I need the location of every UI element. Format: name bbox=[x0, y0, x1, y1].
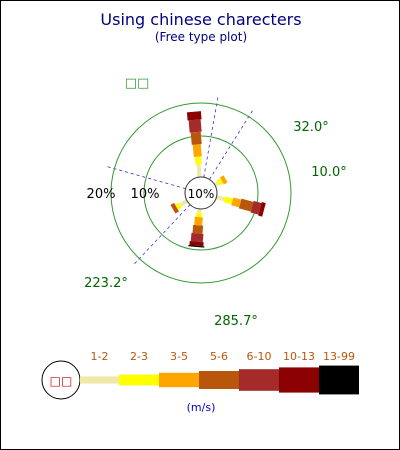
direction-spoke-1 bbox=[203, 94, 219, 178]
direction-spoke-3 bbox=[104, 165, 186, 190]
arm-3-bin-3 bbox=[192, 224, 204, 234]
center-label: 10% bbox=[188, 187, 215, 201]
arm-4-bin-3 bbox=[170, 202, 179, 214]
arm-1-bin-4 bbox=[188, 119, 202, 133]
arm-1-bin-1 bbox=[194, 156, 202, 166]
arm-0-bin-2 bbox=[231, 197, 242, 208]
direction-label-10: 10.0° bbox=[311, 165, 346, 180]
legend-swatch-1 bbox=[119, 374, 159, 386]
legend-label-6: 13-99 bbox=[323, 350, 355, 363]
legend-swatch-0 bbox=[80, 376, 119, 384]
arm-0-bin-1 bbox=[223, 196, 234, 205]
legend-swatch-5 bbox=[279, 367, 319, 393]
arm-1-bin-5 bbox=[186, 111, 202, 121]
direction-spokes bbox=[104, 94, 255, 267]
arm-3-bin-2 bbox=[194, 216, 203, 226]
arm-0-bin-5 bbox=[258, 202, 266, 217]
arm-0-bin-3 bbox=[238, 198, 254, 212]
center-circle bbox=[184, 176, 218, 210]
arm-1-bin-2 bbox=[192, 144, 202, 157]
legend-swatch-3 bbox=[199, 371, 239, 389]
windrose-arms bbox=[170, 111, 266, 248]
direction-spoke-0 bbox=[209, 107, 255, 180]
direction-label-285: 285.7° bbox=[214, 314, 258, 329]
chart-title: Using chinese charecters bbox=[100, 10, 301, 29]
arm-4-bin-1 bbox=[174, 202, 182, 210]
legend-label-2: 3-5 bbox=[170, 350, 188, 363]
arm-0-bin-4 bbox=[250, 200, 262, 215]
calm-mark: □□ bbox=[50, 374, 73, 388]
legend-swatch-4 bbox=[239, 369, 279, 391]
legend-label-1: 2-3 bbox=[130, 350, 148, 363]
legend-label-3: 5-6 bbox=[210, 350, 228, 363]
direction-label-223: 223.2° bbox=[84, 276, 128, 291]
legend-label-0: 1-2 bbox=[91, 350, 109, 363]
arm-4-bin-0 bbox=[179, 199, 189, 207]
speed-legend: 1-2 2-3 3-5 5-6 6-10 10-13 13-99 bbox=[80, 350, 359, 395]
arm-1-bin-0 bbox=[196, 164, 202, 178]
arm-2-bin-0 bbox=[213, 181, 220, 187]
units-label: (m/s) bbox=[187, 401, 216, 414]
legend-swatch-2 bbox=[159, 372, 199, 388]
legend-swatch-6 bbox=[319, 365, 359, 395]
direction-label-32: 32.0° bbox=[293, 120, 328, 135]
direction-spoke-2 bbox=[132, 204, 191, 267]
arm-2-bin-2 bbox=[219, 175, 228, 185]
ring-label-outer: 20% bbox=[87, 187, 116, 202]
arm-2-bin-1 bbox=[216, 178, 224, 186]
arm-1-bin-3 bbox=[190, 131, 202, 145]
legend-label-5: 10-13 bbox=[283, 350, 315, 363]
chart-subtitle: (Free type plot) bbox=[155, 30, 247, 44]
arm-3-bin-4 bbox=[190, 232, 204, 243]
outer-ring bbox=[110, 102, 292, 284]
ring-label-inner: 10% bbox=[131, 187, 160, 202]
legend-label-4: 6-10 bbox=[247, 350, 272, 363]
arm-0-bin-0 bbox=[215, 195, 225, 202]
north-mark: □□ bbox=[125, 76, 150, 91]
